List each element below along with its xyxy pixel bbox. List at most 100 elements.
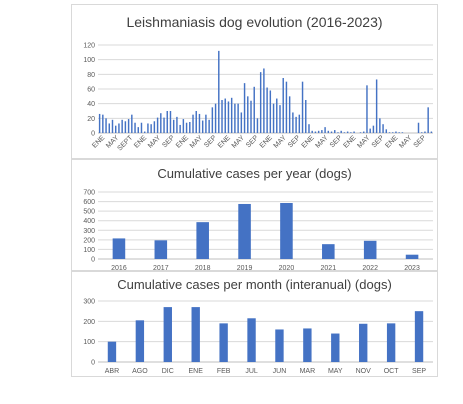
x-tick-label: ENE (175, 134, 190, 149)
bar (279, 105, 281, 133)
bar (430, 131, 433, 133)
bar (285, 81, 288, 133)
y-tick-label: 120 (83, 43, 95, 50)
chart-title: Leishmaniasis dog evolution (2016-2023) (126, 14, 383, 30)
x-tick-label: ENE (301, 134, 316, 149)
bar (334, 130, 336, 133)
y-tick-label: 300 (83, 299, 95, 306)
bar (191, 307, 200, 362)
bar (275, 329, 284, 362)
x-tick-label: ABR (105, 368, 119, 375)
x-tick-label: MAY (314, 134, 330, 150)
bar (288, 96, 291, 133)
bar (195, 111, 197, 133)
bar (421, 132, 423, 133)
bar (160, 113, 162, 133)
bar (353, 131, 355, 133)
bar (108, 123, 110, 133)
bar (375, 79, 378, 133)
bar (340, 130, 342, 133)
bar (98, 113, 101, 133)
bar (427, 107, 429, 133)
bar (185, 122, 188, 133)
bar (298, 114, 301, 133)
bar (219, 323, 228, 362)
x-tick-label: 2023 (404, 265, 420, 271)
bar (324, 127, 326, 133)
y-tick-label: 200 (83, 319, 95, 326)
x-tick-label: SEP (203, 134, 218, 149)
bar (169, 111, 172, 133)
bar (337, 132, 339, 133)
bar (218, 50, 220, 133)
y-tick-label: 100 (83, 339, 95, 346)
bar (266, 87, 268, 133)
x-tick-label: SEP (161, 134, 176, 149)
bar (124, 121, 127, 133)
bar (112, 238, 126, 259)
bar (253, 86, 255, 133)
y-tick-label: 0 (91, 360, 95, 367)
y-tick-label: 600 (83, 199, 95, 206)
bar (305, 100, 307, 133)
bar (114, 125, 117, 133)
bar (238, 203, 251, 259)
bar (150, 124, 152, 133)
bar (331, 333, 340, 362)
bar (224, 98, 226, 133)
bar (317, 130, 320, 133)
bar (198, 113, 201, 133)
x-tick-label: SEP (413, 134, 428, 149)
bar (214, 103, 217, 133)
chart-title: Cumulative cases per month (interanual) … (117, 277, 392, 292)
x-tick-label: MAY (147, 134, 163, 150)
bar (137, 127, 139, 133)
x-tick-label: ENE (189, 368, 204, 375)
x-tick-label: 2016 (111, 265, 127, 271)
x-tick-label: JUL (245, 368, 258, 375)
bar (386, 323, 396, 362)
bar (321, 130, 323, 133)
y-tick-label: 0 (91, 257, 95, 264)
bar (350, 132, 352, 133)
monthly-evolution-chart: Leishmaniasis dog evolution (2016-2023) … (71, 4, 438, 159)
x-tick-label: MAY (356, 134, 372, 150)
bar (414, 311, 424, 362)
bar (208, 119, 210, 133)
x-tick-label: 2019 (237, 265, 253, 271)
bar (134, 122, 136, 133)
y-tick-label: 200 (83, 237, 95, 244)
x-tick-label: SEP (245, 134, 260, 149)
bar (156, 117, 159, 133)
bar (359, 132, 362, 133)
y-tick-label: 20 (87, 116, 95, 123)
x-tick-label: ENE (384, 134, 399, 149)
bar (301, 81, 304, 133)
bar (276, 98, 278, 133)
bar (163, 307, 172, 362)
bar (250, 100, 252, 133)
bar (363, 240, 377, 259)
bar (369, 128, 371, 133)
bar (102, 114, 104, 133)
bar (234, 103, 236, 133)
bar (398, 132, 400, 133)
x-tick-label: MAY (328, 368, 343, 375)
bar (140, 122, 143, 133)
y-tick-label: 100 (83, 57, 95, 64)
bar (359, 323, 368, 362)
x-tick-label: 2021 (321, 265, 337, 271)
x-tick-label: 2018 (195, 265, 211, 271)
bar (314, 131, 317, 133)
bar (127, 119, 130, 133)
x-tick-label: SEP (412, 368, 426, 375)
bar (259, 72, 262, 133)
x-tick-label: ENE (343, 134, 358, 149)
x-tick-label: SEP (371, 134, 386, 149)
bar (405, 254, 419, 259)
bar (417, 122, 420, 133)
bar (385, 129, 388, 133)
bar (118, 123, 120, 133)
bar (135, 320, 145, 362)
